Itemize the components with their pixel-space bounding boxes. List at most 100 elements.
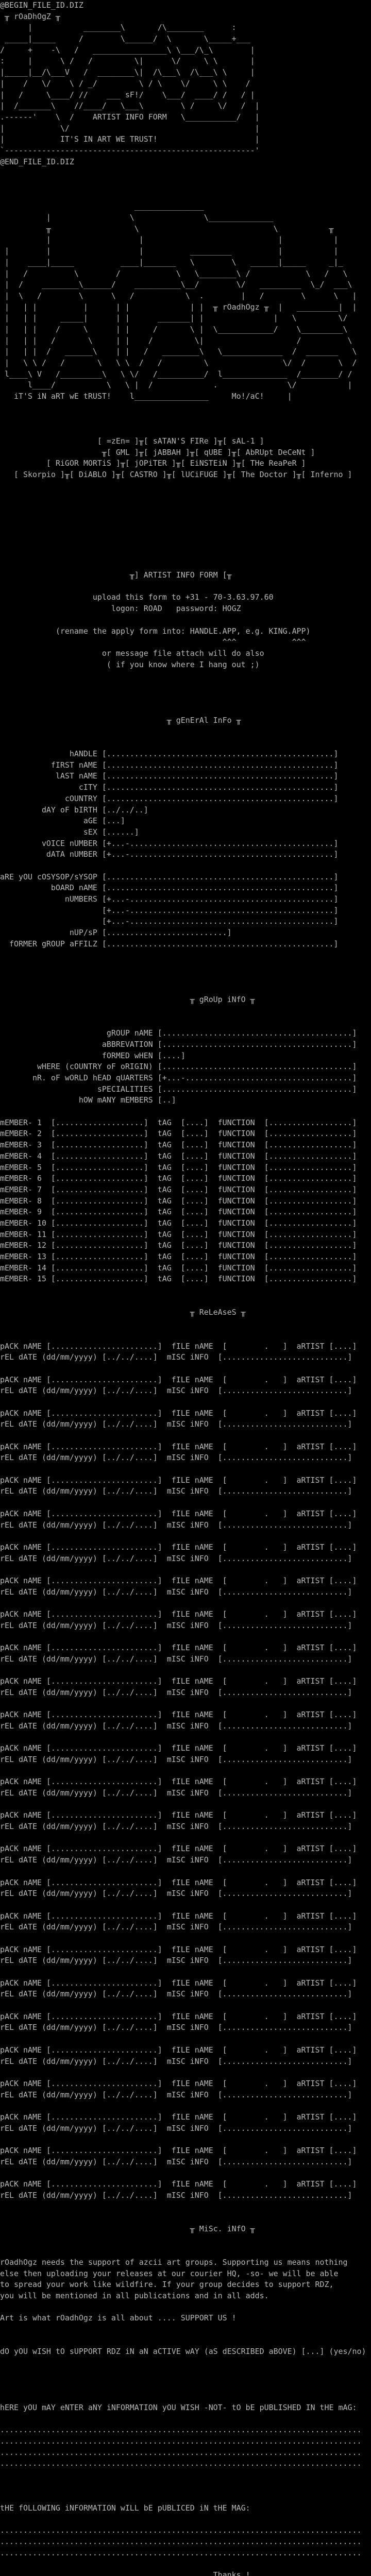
text-line: rEL dATE (dd/mm/yyyy) [../../....] mISC … — [0, 1352, 352, 1362]
text-line — [0, 1866, 371, 1877]
text-line: wHERE (cOUNTRY oF oRIGIN) [.............… — [0, 1062, 357, 1072]
text-line: mEMBER- 11 [...................] tAG [..… — [0, 1229, 357, 1239]
text-line: .------' \ / ARTIST INFO FORM \_________… — [0, 112, 260, 122]
text-line: rEL dATE (dd/mm/yyyy) [../../....] mISC … — [0, 1721, 352, 1731]
text-line: | | | / \ | | / \| / \ — [0, 335, 352, 345]
text-line — [0, 670, 371, 682]
text-line: pACK nAME [.......................] fILE… — [0, 1475, 357, 1485]
text-line — [0, 1464, 371, 1475]
text-line — [0, 1397, 371, 1408]
text-line: | / \ / \ \________\ / \ / \ — [0, 268, 348, 278]
text-line: [ Skorpio ]╥[ DiABLO ]╥[ CASTRO ]╥[ lUCi… — [0, 469, 352, 479]
text-line: rEL dATE (dd/mm/yyyy) [../../....] mISC … — [0, 1889, 352, 1899]
text-line: mEMBER- 13 [...................] tAG [..… — [0, 1252, 357, 1261]
text-line — [0, 961, 371, 972]
text-line — [0, 860, 371, 872]
text-line: mEMBER- 7 [...................] tAG [...… — [0, 1184, 357, 1194]
text-line — [0, 536, 371, 548]
text-line: | \/ | — [0, 123, 260, 133]
text-line — [0, 1933, 371, 1944]
text-line: rOadhOgz needs the support of azcii art … — [0, 2257, 348, 2267]
text-line: | / \/ \ / _/ \ / \ \/ \ \ / — [0, 78, 250, 88]
text-line — [0, 704, 371, 715]
text-line: ........................................… — [0, 2436, 362, 2446]
text-line: pACK nAME [.......................] fILE… — [0, 1877, 357, 1887]
text-line: |_____|__/\___V / ________\| /\___\ /\__… — [0, 67, 255, 77]
text-line: rEL dATE (dd/mm/yyyy) [../../....] mISC … — [0, 2190, 352, 2200]
text-line — [0, 2302, 371, 2313]
text-line: | \ \ / / \ \ \ / / \ \/ / \ / — [0, 358, 357, 367]
text-line — [0, 2514, 371, 2526]
text-line: rEL dATE (dd/mm/yyyy) [../../....] mISC … — [0, 1754, 352, 1764]
text-line: upload this form to +31 - 70-3.63.97.60 — [0, 592, 274, 602]
text-line: rEL dATE (dd/mm/yyyy) [../../....] mISC … — [0, 1989, 352, 1999]
text-line: pACK nAME [.......................] fILE… — [0, 1609, 357, 1619]
text-line: pACK nAME [.......................] fILE… — [0, 2011, 357, 2021]
text-line — [0, 737, 371, 749]
text-line: to spread your work like wildfire. If yo… — [0, 2280, 334, 2290]
text-line: rEL dATE (dd/mm/yyyy) [../../....] mISC … — [0, 1486, 352, 1496]
text-line — [0, 2324, 371, 2335]
text-line — [0, 402, 371, 414]
text-line: rEL dATE (dd/mm/yyyy) [../../....] mISC … — [0, 1419, 352, 1429]
text-line — [0, 2492, 371, 2503]
text-line: cOUNTRY [...............................… — [0, 793, 339, 803]
text-line: [ =zEn= ]╥[ sATAN'S FIRe ]╥[ sAL-1 ] — [0, 436, 264, 446]
text-line — [0, 2246, 371, 2257]
text-line: hERE yOU mAY eNTER aNY iNFORMATION yOU W… — [0, 2402, 357, 2412]
text-line: pACK nAME [.......................] fILE… — [0, 1710, 357, 1720]
text-line: pACK nAME [.......................] fILE… — [0, 1944, 357, 1954]
text-line — [0, 693, 371, 704]
text-line — [0, 1564, 371, 1575]
text-line — [0, 481, 371, 492]
text-line — [0, 2134, 371, 2145]
text-line: pACK nAME [.......................] fILE… — [0, 1743, 357, 1753]
text-line: ........................................… — [0, 2548, 362, 2557]
text-line: dO yOU wISH tO sUPPORT RDZ iN aN aCTIVE … — [0, 2347, 366, 2357]
text-line — [0, 514, 371, 526]
text-line — [0, 525, 371, 536]
text-line — [0, 950, 371, 961]
text-line: ... Thanks ! ... — [0, 2570, 269, 2576]
text-line: rEL dATE (dd/mm/yyyy) [../../....] mISC … — [0, 1453, 352, 1463]
text-line: pACK nAME [.......................] fILE… — [0, 2146, 357, 2155]
text-line: else then uploading your releases at our… — [0, 2268, 339, 2278]
text-line: rEL dATE (dd/mm/yyyy) [../../....] mISC … — [0, 2056, 352, 2066]
text-line: iT'S iN aRT wE tRUST! l________________ … — [0, 392, 292, 401]
text-line: gROUP nAME [............................… — [0, 1028, 357, 1038]
text-line — [0, 2335, 371, 2347]
text-line: pACK nAME [.......................] fILE… — [0, 2112, 357, 2122]
text-line — [0, 1106, 371, 1117]
text-line: logon: ROAD password: HOGZ — [0, 604, 241, 614]
text-line — [0, 581, 371, 592]
text-line — [0, 2212, 371, 2224]
text-line — [0, 2481, 371, 2492]
text-line: mEMBER- 9 [...................] tAG [...… — [0, 1207, 357, 1217]
text-line: ╥[ GML ]╥[ jABBAH ]╥[ qUBE ]╥[ AbRUpt De… — [0, 447, 315, 457]
text-line: aGE [...] — [0, 816, 125, 826]
text-line: pACK nAME [.......................] fILE… — [0, 1408, 357, 1418]
text-line: tHE fOLLOWING iNFORMATION wILL bE pUBLIC… — [0, 2503, 250, 2513]
text-line: pACK nAME [.......................] fILE… — [0, 1643, 357, 1653]
text-line: | ____|_____ ____|_______ \ \ ______|___… — [0, 257, 343, 267]
text-line: | | | | — [0, 235, 339, 245]
text-line — [0, 2100, 371, 2112]
text-line: rEL dATE (dd/mm/yyyy) [../../....] mISC … — [0, 2023, 352, 2032]
text-line: pACK nAME [.......................] fILE… — [0, 1341, 357, 1351]
text-line: [+...-..................................… — [0, 917, 339, 926]
text-line — [0, 1665, 371, 1676]
text-line: rEL dATE (dd/mm/yyyy) [../../....] mISC … — [0, 1788, 352, 1798]
text-line: you will be mentioned in all publication… — [0, 2291, 269, 2300]
text-line — [0, 1900, 371, 1911]
text-line: | / \____/ // ___ sF!/ \___/ ____/ / / | — [0, 90, 255, 99]
text-line — [0, 425, 371, 436]
text-line: rEL dATE (dd/mm/yyyy) [../../....] mISC … — [0, 1620, 352, 1630]
text-line — [0, 682, 371, 693]
text-line — [0, 190, 371, 201]
text-line: rEL dATE (dd/mm/yyyy) [../../....] mISC … — [0, 1956, 352, 1965]
text-line — [0, 1799, 371, 1810]
text-line: rEL dATE (dd/mm/yyyy) [../../....] mISC … — [0, 1587, 352, 1597]
text-line: rEL dATE (dd/mm/yyyy) [../../....] mISC … — [0, 1654, 352, 1664]
text-line: | /_______\ //____/ \___\ \ / \/ / | — [0, 101, 260, 111]
text-line: [ RiGOR MORTiS ]╥[ jOPiTER ]╥[ EiNSTEiN … — [0, 459, 306, 468]
